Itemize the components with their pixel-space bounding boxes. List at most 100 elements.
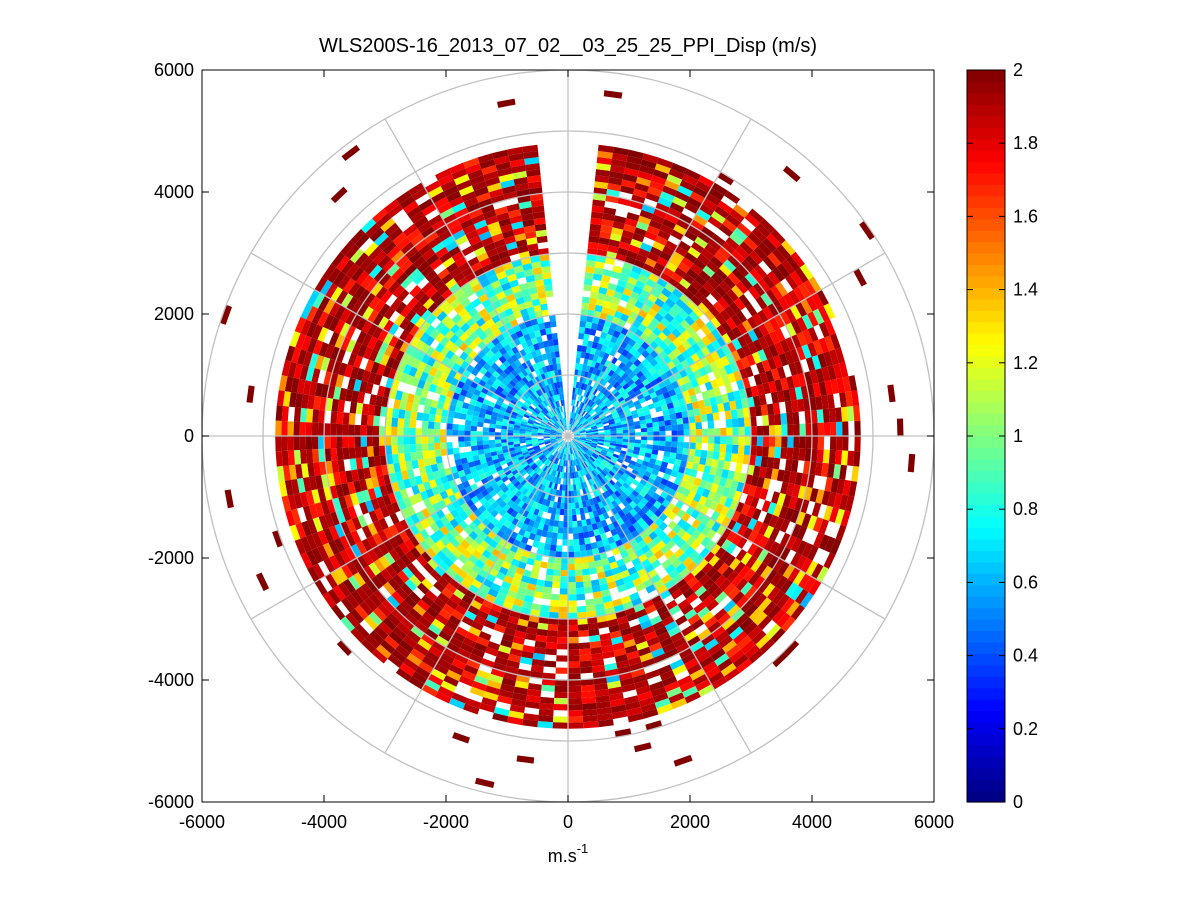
scan-cell <box>611 152 628 162</box>
scan-cell <box>769 425 776 436</box>
scan-cell <box>434 477 443 487</box>
scan-cell <box>714 591 728 604</box>
scan-cell <box>565 454 568 461</box>
scan-cell <box>554 557 562 564</box>
scan-cell <box>556 437 563 441</box>
scan-cell <box>598 237 610 246</box>
scan-cell <box>403 200 419 214</box>
scan-cell <box>490 279 502 290</box>
scan-cell <box>539 455 546 461</box>
scan-cell <box>617 469 625 476</box>
scan-cell <box>415 436 422 444</box>
scan-cell <box>637 345 646 355</box>
scan-cell <box>617 510 626 518</box>
scan-cell <box>365 382 374 395</box>
scan-cell <box>365 278 379 293</box>
scan-cell <box>379 455 388 466</box>
scan-cell <box>435 246 449 259</box>
scan-cell <box>697 231 712 244</box>
scan-cell <box>584 377 590 385</box>
scan-cell <box>418 616 432 629</box>
scan-cell <box>515 592 526 601</box>
scan-cell <box>498 482 507 490</box>
scan-cell <box>468 277 480 288</box>
scan-cell <box>620 235 633 245</box>
scan-cell <box>575 575 584 583</box>
scan-cell <box>410 648 426 662</box>
scan-cell <box>635 253 648 264</box>
scan-cell <box>461 191 477 202</box>
scan-cell <box>583 580 592 588</box>
scan-cell <box>368 349 379 362</box>
scan-cell <box>504 396 512 403</box>
scan-cell <box>593 310 602 319</box>
scan-cell <box>556 502 561 509</box>
scan-cell <box>284 376 294 393</box>
scan-cell <box>661 499 671 508</box>
scan-cell <box>581 410 586 417</box>
scan-cell <box>690 279 703 291</box>
scan-cell <box>451 168 468 180</box>
scan-cell <box>564 503 568 510</box>
scan-cell <box>580 417 586 424</box>
scan-cell <box>446 642 460 654</box>
scan-cell <box>345 339 357 353</box>
scan-cell <box>625 360 634 368</box>
scan-cell <box>608 176 623 186</box>
scan-cell <box>366 436 374 447</box>
scan-cell <box>557 496 562 503</box>
scan-cell <box>643 327 653 337</box>
scan-cell <box>656 584 668 595</box>
scan-cell <box>582 339 589 347</box>
scan-cell <box>306 449 314 464</box>
scan-cell <box>671 533 682 544</box>
scan-cell <box>476 431 483 436</box>
scan-cell <box>646 422 653 428</box>
scan-cell <box>739 617 754 631</box>
scan-cell <box>714 502 725 514</box>
scan-cell <box>421 684 438 697</box>
scan-cell <box>391 436 398 446</box>
scan-cell <box>349 608 365 624</box>
scan-cell <box>684 546 695 557</box>
scan-cell <box>583 506 589 514</box>
scan-cell <box>519 428 526 432</box>
scan-cell <box>431 486 440 496</box>
scan-cell <box>542 549 550 557</box>
scan-cell <box>311 489 321 504</box>
scan-cell <box>717 297 730 310</box>
scan-cell <box>779 310 791 326</box>
scan-cell <box>474 288 486 298</box>
scan-cell <box>615 480 623 488</box>
scan-cell <box>543 416 550 422</box>
scan-cell <box>600 274 611 283</box>
scan-cell <box>568 606 578 613</box>
scan-cell <box>583 494 589 501</box>
scan-cell <box>548 314 556 322</box>
scan-cell <box>570 490 575 497</box>
scan-cell <box>738 426 745 436</box>
scan-cell <box>822 449 830 464</box>
scan-cell <box>620 550 629 559</box>
scan-cell <box>555 489 560 497</box>
scan-cell <box>471 680 487 692</box>
scan-cell <box>643 370 652 379</box>
scan-cell <box>508 710 525 720</box>
scan-cell <box>756 445 763 457</box>
scan-cell <box>399 542 411 555</box>
scan-cell <box>625 504 634 512</box>
scan-cell <box>414 492 424 503</box>
scan-cell <box>735 359 745 371</box>
scan-cell <box>361 370 371 383</box>
scan-cell <box>541 464 547 471</box>
scan-cell <box>556 452 561 459</box>
scan-cell <box>537 374 544 382</box>
scan-cell <box>588 628 600 637</box>
scan-cell <box>400 305 412 318</box>
scan-cell <box>445 582 457 594</box>
scan-cell <box>476 468 485 476</box>
scan-cell <box>781 597 796 613</box>
scan-cell <box>616 487 625 495</box>
scan-cell <box>470 420 478 427</box>
scan-cell <box>467 605 480 616</box>
